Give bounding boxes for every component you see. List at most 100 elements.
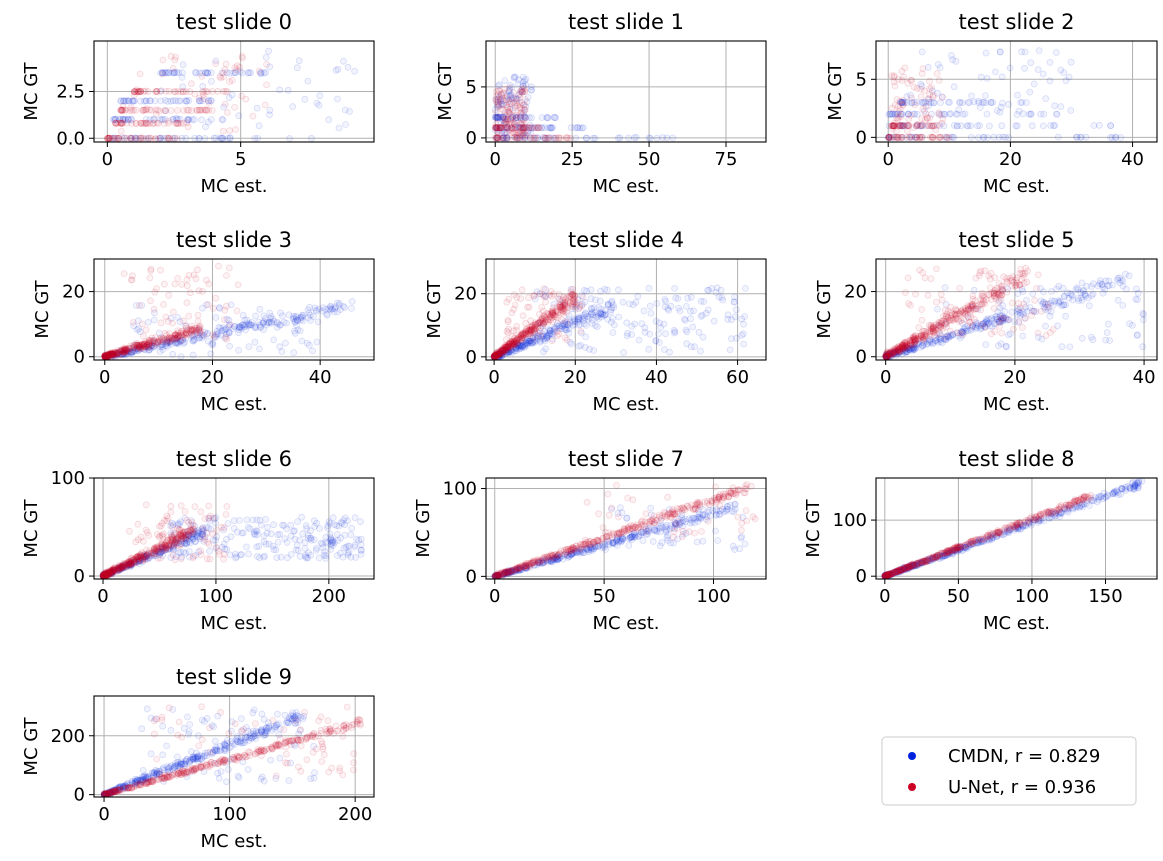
data-point-u-net (501, 343, 509, 350)
data-point-cmdn (936, 330, 944, 338)
data-point-cmdn (575, 315, 582, 323)
data-point-u-net (525, 328, 533, 336)
data-point-u-net (530, 134, 538, 142)
data-point-cmdn (569, 318, 577, 326)
data-point-cmdn (910, 345, 917, 353)
data-point-u-net (525, 330, 533, 338)
data-point-cmdn (496, 351, 504, 359)
data-point-cmdn (544, 114, 551, 121)
data-point-u-net (117, 351, 125, 358)
data-point-cmdn (495, 350, 503, 357)
data-point-cmdn (890, 349, 897, 357)
data-point-u-net (508, 332, 516, 340)
data-point-cmdn (975, 99, 983, 107)
data-point-u-net (200, 88, 208, 95)
data-point-cmdn (204, 337, 212, 345)
data-point-cmdn (934, 305, 941, 313)
data-point-u-net (1042, 332, 1050, 339)
data-point-cmdn (347, 304, 355, 312)
data-point-u-net (536, 317, 544, 325)
data-point-cmdn (498, 100, 506, 108)
data-point-cmdn (1103, 329, 1111, 336)
data-point-u-net (890, 72, 898, 80)
data-point-cmdn (554, 320, 561, 327)
data-point-cmdn (1105, 320, 1112, 328)
data-point-cmdn (891, 349, 899, 357)
data-point-cmdn (684, 294, 692, 302)
data-point-cmdn (547, 326, 554, 334)
data-point-cmdn (161, 69, 169, 76)
data-point-cmdn (1081, 290, 1089, 298)
data-point-cmdn (572, 301, 580, 309)
data-point-cmdn (1107, 122, 1114, 129)
data-point-cmdn (1108, 134, 1116, 141)
data-point-cmdn (292, 316, 300, 323)
data-point-u-net (151, 288, 159, 296)
data-point-u-net (566, 299, 574, 307)
data-point-cmdn (117, 116, 124, 124)
data-point-u-net (130, 106, 137, 114)
data-point-u-net (503, 342, 511, 350)
data-point-cmdn (513, 96, 520, 104)
data-point-u-net (541, 318, 549, 326)
data-point-u-net (104, 351, 112, 359)
data-point-cmdn (1018, 99, 1026, 106)
data-point-u-net (494, 351, 502, 359)
data-point-cmdn (990, 320, 998, 328)
data-point-cmdn (1102, 277, 1110, 285)
data-point-cmdn (491, 352, 498, 360)
data-point-u-net (106, 350, 114, 358)
data-point-cmdn (542, 345, 549, 353)
data-point-u-net (167, 107, 175, 114)
data-point-cmdn (165, 69, 173, 77)
data-point-cmdn (110, 351, 118, 359)
data-point-cmdn (509, 112, 517, 120)
data-point-u-net (507, 121, 515, 129)
data-point-u-net (505, 295, 513, 303)
data-point-cmdn (510, 343, 517, 351)
data-point-cmdn (516, 134, 523, 142)
data-point-u-net (137, 87, 145, 95)
data-point-cmdn (169, 116, 177, 123)
data-point-u-net (173, 334, 181, 341)
data-point-cmdn (341, 531, 349, 539)
data-point-cmdn (652, 337, 660, 345)
data-point-cmdn (980, 319, 988, 327)
data-point-cmdn (565, 315, 572, 323)
data-point-cmdn (518, 342, 526, 350)
data-point-u-net (551, 308, 559, 316)
data-point-cmdn (885, 134, 893, 141)
data-point-u-net (511, 341, 518, 349)
data-point-u-net (893, 133, 901, 141)
data-point-u-net (109, 350, 117, 358)
data-point-cmdn (1037, 297, 1045, 305)
data-point-cmdn (495, 126, 503, 134)
data-point-u-net (131, 88, 139, 96)
data-point-cmdn (156, 134, 164, 142)
data-point-u-net (928, 84, 935, 91)
data-point-u-net (531, 329, 539, 337)
data-point-cmdn (885, 352, 893, 360)
data-point-u-net (136, 70, 144, 78)
data-point-u-net (220, 88, 228, 95)
data-point-cmdn (201, 328, 209, 336)
data-point-u-net (140, 341, 148, 349)
data-point-u-net (548, 307, 556, 315)
data-point-u-net (506, 117, 514, 125)
data-point-cmdn (134, 346, 142, 354)
data-point-u-net (520, 116, 527, 124)
data-point-cmdn (150, 342, 158, 350)
data-point-u-net (516, 90, 524, 98)
data-point-u-net (908, 94, 915, 102)
data-point-cmdn (997, 340, 1005, 348)
data-point-cmdn (987, 99, 995, 106)
data-point-u-net (140, 341, 148, 349)
data-point-cmdn (299, 311, 307, 319)
data-point-u-net (505, 340, 513, 348)
data-point-cmdn (262, 54, 270, 61)
data-point-cmdn (896, 347, 903, 355)
data-point-u-net (492, 124, 500, 131)
data-point-u-net (222, 511, 230, 518)
data-point-cmdn (938, 339, 946, 347)
data-point-cmdn (955, 106, 963, 114)
